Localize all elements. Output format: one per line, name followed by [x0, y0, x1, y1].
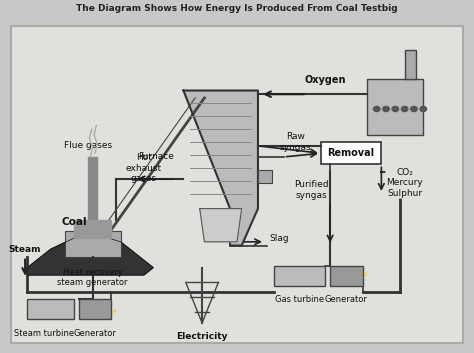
Text: CO₂
Mercury
Sulphur: CO₂ Mercury Sulphur	[386, 168, 423, 198]
Text: Oxygen: Oxygen	[305, 75, 346, 85]
Circle shape	[410, 106, 417, 112]
Circle shape	[420, 106, 427, 112]
Text: ⚡: ⚡	[110, 307, 117, 317]
Text: Gas turbine: Gas turbine	[275, 295, 324, 304]
Polygon shape	[200, 209, 242, 242]
Circle shape	[374, 106, 380, 112]
Text: ⚡: ⚡	[362, 270, 368, 280]
Text: Hot
exhaust
gases: Hot exhaust gases	[126, 153, 162, 183]
FancyBboxPatch shape	[405, 50, 416, 79]
Circle shape	[392, 106, 399, 112]
FancyBboxPatch shape	[27, 299, 74, 319]
Text: Electricity: Electricity	[176, 332, 228, 341]
Circle shape	[383, 106, 389, 112]
Title: The Diagram Shows How Energy Is Produced From Coal Testbig: The Diagram Shows How Energy Is Produced…	[76, 4, 398, 13]
FancyBboxPatch shape	[65, 231, 120, 257]
Text: Coal: Coal	[61, 217, 87, 227]
Text: Steam: Steam	[9, 245, 41, 254]
Text: Steam turbine: Steam turbine	[14, 329, 74, 337]
FancyBboxPatch shape	[79, 299, 111, 319]
Text: Slag: Slag	[270, 234, 289, 243]
Text: Removal: Removal	[328, 148, 374, 158]
Polygon shape	[183, 90, 258, 245]
Text: Generator: Generator	[325, 295, 368, 304]
Text: Heat recovery
steam generator: Heat recovery steam generator	[57, 268, 128, 287]
Text: Raw
syngas: Raw syngas	[279, 132, 311, 152]
FancyBboxPatch shape	[258, 170, 272, 183]
FancyBboxPatch shape	[274, 266, 326, 286]
Polygon shape	[27, 234, 153, 275]
Polygon shape	[74, 220, 111, 238]
Text: Purified
syngas: Purified syngas	[294, 180, 329, 200]
FancyBboxPatch shape	[11, 26, 463, 343]
FancyBboxPatch shape	[330, 266, 363, 286]
Text: Flue gases: Flue gases	[64, 142, 112, 150]
Circle shape	[401, 106, 408, 112]
Polygon shape	[88, 157, 97, 220]
FancyBboxPatch shape	[367, 79, 423, 135]
FancyBboxPatch shape	[321, 142, 382, 164]
Text: Furnace: Furnace	[138, 152, 174, 161]
Text: Generator: Generator	[73, 329, 117, 337]
